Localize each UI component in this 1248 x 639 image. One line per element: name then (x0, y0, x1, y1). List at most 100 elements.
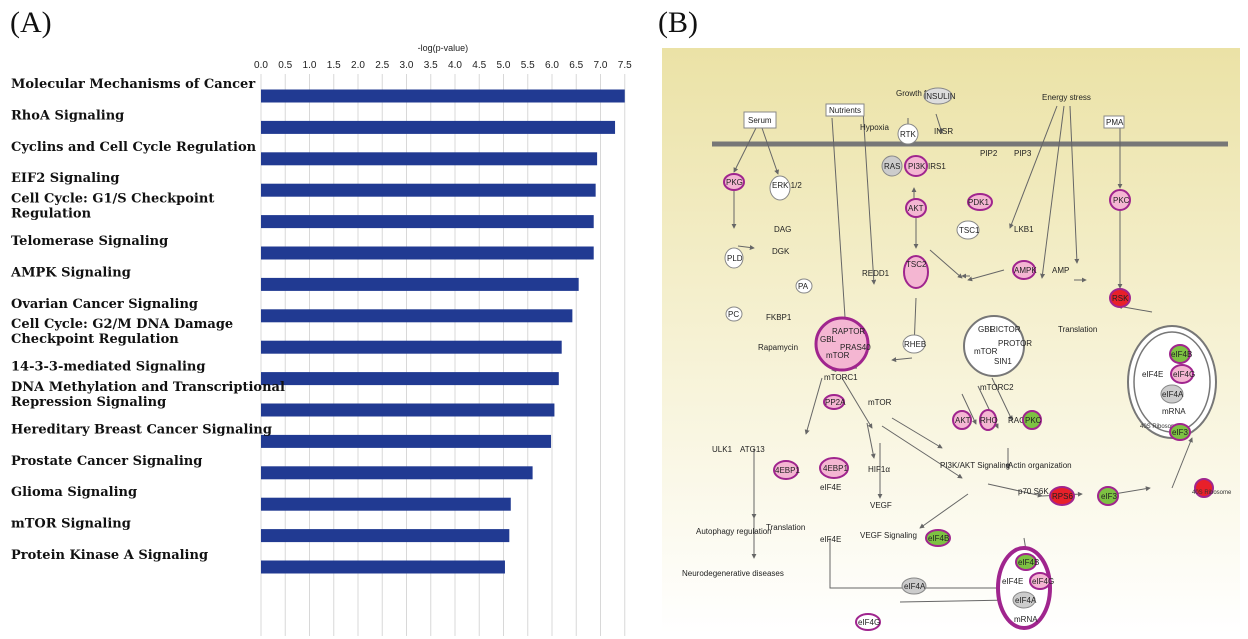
node-pkg: PKG (726, 178, 743, 187)
bar (261, 89, 625, 103)
node-mtorc2: mTORC2 (980, 383, 1014, 392)
node-pip2: PIP2 (980, 149, 998, 158)
node-eif4g-2: eIF4G (1032, 577, 1054, 586)
bar (261, 183, 596, 197)
bar-chart: -log(p-value) 0.0 0.5 1.0 1.5 2.0 2.5 3.0 3.5 4.… (10, 43, 632, 636)
bars (261, 89, 625, 574)
category-label: Cell Cycle: G2/M DNA Damage (11, 317, 233, 332)
node-eif4g-1: eIF4G (1173, 370, 1195, 379)
category-label: Glioma Signaling (11, 485, 137, 500)
node-mtor-2: mTOR (974, 347, 998, 356)
node-actin: Actin organization (1008, 461, 1072, 470)
node-pkc-2: PKC (1025, 416, 1042, 425)
node-eif4a-3: eIF4A (904, 582, 926, 591)
node-eif4b-3: eIF4B (1018, 558, 1039, 567)
node-hypoxia: Hypoxia (860, 123, 889, 132)
node-rapamycin: Rapamycin (758, 343, 798, 352)
x-tick-label: 2.0 (351, 60, 365, 71)
node-4ebp1-2: 4EBP1 (823, 464, 848, 473)
node-rsk: RSK (1112, 294, 1129, 303)
node-neurodegenerative: Neurodegenerative diseases (682, 569, 784, 578)
node-ulk1: ULK1 (712, 445, 733, 454)
node-eif4e-2: eIF4E (820, 483, 841, 492)
node-eif3-1: eIF3 (1172, 428, 1189, 437)
category-label: 14-3-3-mediated Signaling (11, 360, 205, 375)
node-rheb: RHEB (904, 340, 926, 349)
x-tick-label: 3.5 (424, 60, 438, 71)
node-pip3: PIP3 (1014, 149, 1032, 158)
bar (261, 152, 598, 166)
x-axis-ticks: 0.0 0.5 1.0 1.5 2.0 2.5 3.0 3.5 4.0 4.5 5.0 5.5 6.0 6… (254, 60, 632, 71)
node-rho: RHO (980, 416, 998, 425)
node-eif4e-4: eIF4E (1002, 577, 1023, 586)
node-eif4g-3: eIF4G (858, 618, 880, 627)
node-akt: AKT (908, 204, 924, 213)
pathway-nodes: Serum Nutrients Growth factor INSULIN En… (682, 87, 1232, 631)
category-label: AMPK Signaling (10, 265, 131, 280)
node-fkbp1: FKBP1 (766, 313, 792, 322)
x-tick-label: 0.0 (254, 60, 268, 71)
category-label: mTOR Signaling (11, 517, 131, 532)
category-label: Regulation (11, 207, 92, 222)
node-40s-2: 40S Ribosome (1192, 490, 1232, 496)
bar (261, 466, 533, 480)
node-pdk1: PDK1 (968, 198, 989, 207)
node-pma: PMA (1106, 118, 1124, 127)
node-tsc1-top: TSC1 (959, 226, 980, 235)
category-label: Protein Kinase A Signaling (11, 548, 208, 563)
node-eif4a-1: eIF4A (1162, 390, 1184, 399)
node-atg13: ATG13 (740, 445, 765, 454)
bar (261, 529, 510, 543)
node-dag: DAG (774, 225, 791, 234)
bar (261, 434, 552, 448)
node-insulin: INSULIN (924, 92, 956, 101)
node-pa: PA (798, 282, 809, 291)
node-mrna-1: mRNA (1162, 407, 1186, 416)
node-pi3k-akt: PI3K/AKT Signaling (940, 461, 1010, 470)
x-tick-label: 2.5 (375, 60, 389, 71)
bar (261, 215, 594, 229)
panel-a-label: (A) (10, 6, 52, 39)
bar (261, 309, 573, 323)
node-mrna-2: mRNA (1014, 615, 1038, 624)
node-sin1: SIN1 (994, 357, 1012, 366)
node-gbl-2: GBL (978, 325, 995, 334)
node-raptor: RAPTOR (832, 327, 865, 336)
bar (261, 277, 579, 291)
node-irs1: IRS1 (928, 162, 946, 171)
node-pi3k: PI3K (908, 162, 926, 171)
node-pkc-top: PKC (1113, 196, 1130, 205)
mtor-pathway-diagram: Serum Nutrients Growth factor INSULIN En… (662, 48, 1240, 634)
node-redd1: REDD1 (862, 269, 890, 278)
category-label: DNA Methylation and Transcriptional (11, 380, 285, 395)
x-tick-label: 7.0 (594, 60, 608, 71)
x-tick-label: 1.5 (327, 60, 341, 71)
x-tick-label: 6.5 (569, 60, 583, 71)
x-tick-label: 5.0 (497, 60, 511, 71)
panel-b-label: (B) (658, 6, 698, 39)
node-ampk: AMPK (1014, 266, 1037, 275)
node-eif4e-1: eIF4E (1142, 370, 1163, 379)
node-energy-stress: Energy stress (1042, 93, 1091, 102)
x-tick-label: 4.0 (448, 60, 462, 71)
x-tick-label: 6.0 (545, 60, 559, 71)
category-label: RhoA Signaling (11, 108, 124, 123)
node-pld: PLD (727, 254, 743, 263)
bar (261, 497, 511, 511)
node-ras: RAS (884, 162, 900, 171)
node-serum: Serum (748, 116, 772, 125)
node-autophagy: Autophagy regulation (696, 527, 772, 536)
node-erk: ERK 1/2 (772, 181, 802, 190)
x-tick-label: 0.5 (278, 60, 292, 71)
node-rtk: RTK (900, 130, 917, 139)
node-tsc2: TSC2 (906, 260, 927, 269)
category-label: Hereditary Breast Cancer Signaling (11, 422, 272, 437)
node-rps6: RPS6 (1052, 492, 1073, 501)
node-40s-1: 40S Ribosome (1140, 424, 1180, 430)
x-tick-label: 4.5 (472, 60, 486, 71)
node-eif4a-2: eIF4A (1015, 596, 1037, 605)
node-eif4e-3: eIF4E (820, 535, 841, 544)
node-rictor: RICTOR (990, 325, 1021, 334)
bar (261, 372, 559, 386)
node-mtorc1: mTORC1 (824, 373, 858, 382)
